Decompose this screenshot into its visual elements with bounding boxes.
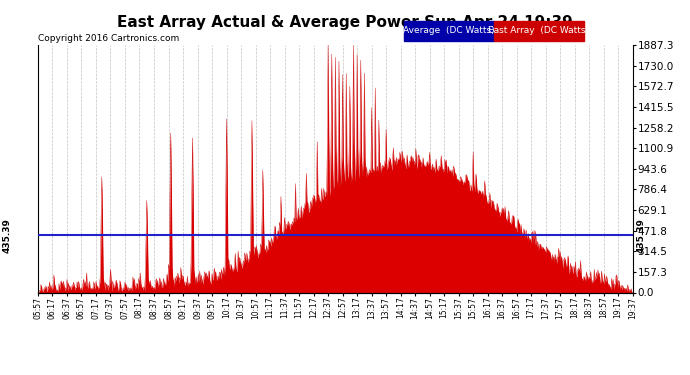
Text: Copyright 2016 Cartronics.com: Copyright 2016 Cartronics.com (38, 33, 179, 42)
Text: East Array  (DC Watts): East Array (DC Watts) (489, 26, 589, 35)
Text: 435.39: 435.39 (2, 218, 12, 253)
Text: Average  (DC Watts): Average (DC Watts) (403, 26, 495, 35)
Text: East Array Actual & Average Power Sun Apr 24 19:39: East Array Actual & Average Power Sun Ap… (117, 15, 573, 30)
Text: 435.39: 435.39 (637, 218, 646, 253)
